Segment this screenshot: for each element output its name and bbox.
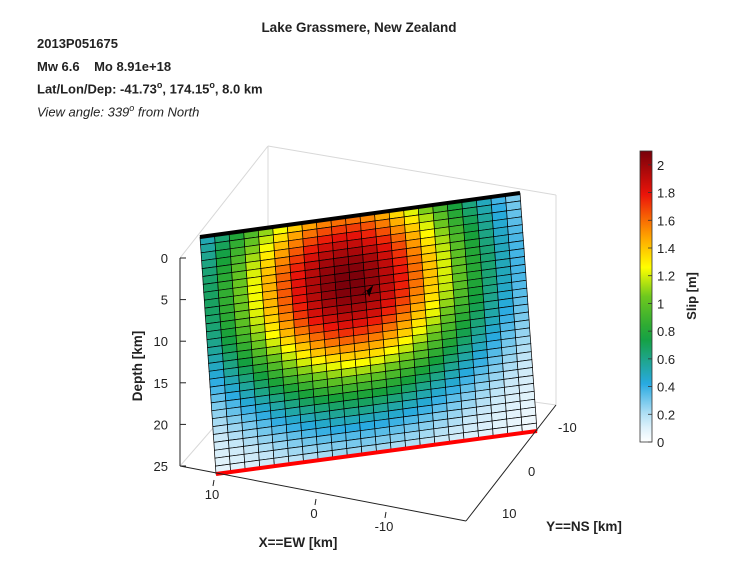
magnitude-line: Mw 6.6 Mo 8.91e+18 [37, 59, 171, 74]
colorbar: 0 0.2 0.4 0.6 0.8 1 1.2 1.4 1.6 1.8 2 Slip [m] [639, 150, 699, 450]
colorbar-tick-label: 0.2 [657, 407, 675, 422]
axis-line [179, 465, 467, 522]
longitude-text: , 174.15 [162, 81, 210, 97]
x-tick [384, 511, 387, 519]
x-axis-label: X==EW [km] [259, 535, 338, 550]
colorbar-tick-label: 0.8 [657, 324, 675, 339]
x-tick [314, 498, 317, 506]
axis-ticks: 0 5 10 15 20 25 10 0 -10 -10 0 10 [154, 251, 577, 534]
degree-sign: o [156, 80, 163, 90]
colorbar-tick-label: 0 [657, 435, 664, 450]
z-axis-label: Depth [km] [130, 331, 145, 402]
z-tick-label: 25 [154, 459, 168, 474]
y-axis-label: Y==NS [km] [546, 519, 622, 534]
z-tick-label: 5 [161, 293, 168, 308]
view-angle-line: View angle: 339o from North [37, 103, 199, 119]
colorbar-label: Slip [m] [684, 272, 699, 320]
event-id: 2013P051675 [37, 36, 118, 51]
z-tick-label: 0 [161, 251, 168, 266]
colorbar-gradient [639, 150, 653, 443]
location-line: Lat/Lon/Dep: -41.73o, 174.15o, 8.0 km [37, 80, 263, 96]
fault-plane [199, 191, 538, 476]
y-tick-label: -10 [558, 420, 577, 435]
colorbar-tick-label: 1.2 [657, 269, 675, 284]
hypocenter-marker [359, 285, 374, 297]
view-angle-text: View angle: 339 [37, 104, 130, 120]
z-tick-label: 20 [154, 417, 168, 432]
x-tick-label: 0 [310, 506, 317, 521]
depth-text: , 8.0 km [214, 81, 263, 97]
fault-top-edge [199, 191, 521, 239]
moment-magnitude: Mw 6.6 [37, 59, 80, 74]
box-edge [267, 145, 557, 196]
z-tick-label: 15 [154, 376, 168, 391]
z-tick-label: 10 [154, 334, 168, 349]
box-edge [179, 145, 269, 259]
degree-sign: o [209, 80, 215, 90]
x-tick-label: 10 [205, 487, 219, 502]
latitude-text: Lat/Lon/Dep: -41.73 [37, 81, 157, 97]
view-angle-suffix: from North [134, 104, 200, 120]
colorbar-ticks: 0 0.2 0.4 0.6 0.8 1 1.2 1.4 1.6 1.8 2 [648, 158, 675, 450]
y-tick-label: 0 [528, 464, 535, 479]
x-tick-label: -10 [375, 519, 394, 534]
y-tick-label: 10 [502, 506, 516, 521]
degree-sign: o [129, 103, 135, 113]
colorbar-tick-label: 2 [657, 158, 664, 173]
fault-bottom-edge [215, 429, 538, 476]
colorbar-tick-label: 1.4 [657, 241, 675, 256]
chart-title: Lake Grassmere, New Zealand [261, 20, 457, 35]
axis-line [465, 404, 557, 522]
colorbar-tick-label: 1 [657, 296, 664, 311]
colorbar-tick-label: 1.6 [657, 213, 675, 228]
colorbar-tick-label: 0.4 [657, 380, 675, 395]
colorbar-tick-label: 1.8 [657, 186, 675, 201]
colorbar-tick-label: 0.6 [657, 352, 675, 367]
seismic-moment: Mo 8.91e+18 [94, 59, 172, 74]
plot-box-front [179, 258, 557, 522]
x-tick [212, 479, 215, 487]
